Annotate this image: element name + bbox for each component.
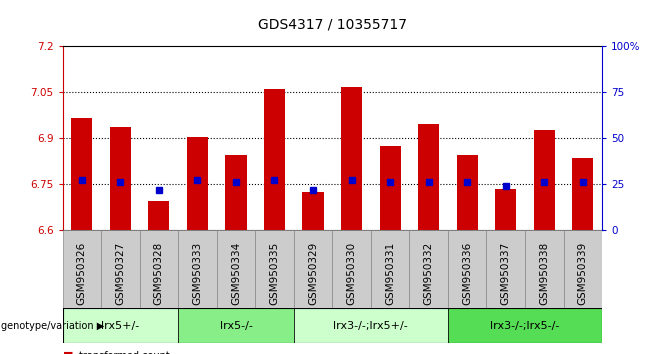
Text: GSM950327: GSM950327 [115,242,125,305]
Text: GSM950334: GSM950334 [231,242,241,305]
Bar [303,192,324,230]
Bar [225,155,247,230]
Text: GSM950330: GSM950330 [347,242,357,305]
Bar [486,230,525,308]
Bar [255,230,293,308]
Bar [563,230,602,308]
Text: transformed count: transformed count [79,351,170,354]
Bar [341,87,362,230]
Bar [448,308,602,343]
Bar [293,230,332,308]
Bar [178,308,293,343]
Text: GSM950326: GSM950326 [77,242,87,305]
Text: GSM950336: GSM950336 [462,242,472,305]
Text: GSM950331: GSM950331 [385,242,395,305]
Bar [380,146,401,230]
Text: GSM950332: GSM950332 [424,242,434,305]
Text: ■: ■ [63,351,73,354]
Text: GSM950329: GSM950329 [308,242,318,305]
Bar [572,158,594,230]
Bar [178,230,216,308]
Text: GSM950339: GSM950339 [578,242,588,305]
Bar [457,155,478,230]
Bar [216,230,255,308]
Text: GSM950337: GSM950337 [501,242,511,305]
Bar [448,230,486,308]
Bar [110,127,131,230]
Bar [148,201,170,230]
Bar [495,189,517,230]
Bar [187,137,208,230]
Text: lrx3-/-;lrx5+/-: lrx3-/-;lrx5+/- [334,321,408,331]
Text: GSM950333: GSM950333 [192,242,203,305]
Bar [71,118,92,230]
Bar [264,89,285,230]
Bar [139,230,178,308]
Bar [371,230,409,308]
Text: GDS4317 / 10355717: GDS4317 / 10355717 [258,18,407,32]
Bar [409,230,448,308]
Bar [101,230,139,308]
Bar [63,230,101,308]
Bar [525,230,563,308]
Bar [332,230,371,308]
Text: lrx5-/-: lrx5-/- [220,321,253,331]
Text: lrx3-/-;lrx5-/-: lrx3-/-;lrx5-/- [490,321,560,331]
Text: lrx5+/-: lrx5+/- [101,321,139,331]
Text: GSM950328: GSM950328 [154,242,164,305]
Bar [63,308,178,343]
Text: GSM950335: GSM950335 [270,242,280,305]
Bar [293,308,448,343]
Bar [534,130,555,230]
Text: genotype/variation ▶: genotype/variation ▶ [1,321,104,331]
Text: GSM950338: GSM950338 [540,242,549,305]
Bar [418,124,440,230]
